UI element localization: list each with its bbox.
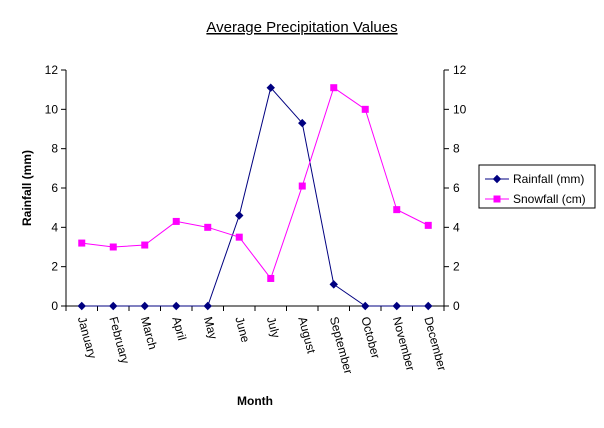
x-axis-title: Month	[237, 394, 273, 408]
left-y-tick-label: 0	[51, 299, 58, 313]
data-point	[140, 301, 149, 311]
data-point	[203, 301, 212, 311]
x-tick-label: May	[201, 315, 220, 341]
legend: Rainfall (mm) Snowfall (cm)	[478, 164, 596, 209]
data-point	[329, 280, 338, 289]
series-rainfall	[77, 83, 433, 311]
legend-label: Snowfall (cm)	[513, 192, 586, 206]
legend-label: Rainfall (mm)	[513, 172, 584, 186]
left-y-tick-label: 6	[51, 181, 58, 195]
data-point	[141, 241, 149, 249]
data-point	[298, 182, 306, 190]
data-point	[424, 221, 432, 229]
right-y-tick-label: 0	[453, 299, 460, 313]
series-layer	[77, 83, 433, 311]
x-ticks: January February March April May June July Augu…	[65, 306, 449, 375]
chart-title: Average Precipitation Values	[206, 19, 397, 36]
x-tick-label: December	[421, 315, 449, 372]
x-tick-label: October	[358, 315, 383, 360]
right-y-tick-label: 2	[453, 260, 460, 274]
data-point	[361, 105, 369, 113]
left-y-tick-label: 4	[51, 220, 58, 234]
x-tick-label: July	[264, 315, 283, 339]
data-point	[392, 301, 401, 311]
legend-marker	[492, 174, 502, 184]
series-line	[81, 86, 429, 280]
left-y-tick-label: 10	[45, 102, 59, 116]
right-y-tick-label: 12	[453, 63, 467, 77]
x-tick-label: April	[169, 315, 189, 342]
left-y-tick-label: 12	[45, 63, 59, 77]
right-y-tick-label: 4	[453, 220, 460, 234]
series-line	[81, 86, 429, 307]
data-point	[204, 223, 212, 231]
plot-area	[66, 70, 444, 306]
x-tick-label: March	[138, 315, 160, 351]
data-point	[267, 274, 275, 282]
right-y-tick-label: 6	[453, 181, 460, 195]
data-point	[235, 211, 244, 220]
series-snowfall	[78, 84, 432, 282]
right-y-tick-label: 10	[453, 102, 467, 116]
x-tick-label: February	[106, 315, 132, 365]
data-point	[109, 301, 118, 311]
x-tick-label: June	[232, 315, 252, 344]
data-point	[424, 301, 433, 311]
x-tick-label: September	[327, 315, 356, 375]
data-point	[393, 206, 401, 214]
left-y-tick-label: 2	[51, 260, 58, 274]
data-point	[109, 243, 117, 251]
data-point	[361, 301, 370, 311]
left-y-tick-label: 8	[51, 142, 58, 156]
data-point	[172, 301, 181, 311]
x-tick-label: November	[390, 315, 418, 372]
left-y-ticks: 0 2 4 6 8 10 12	[45, 63, 66, 313]
data-point	[235, 233, 243, 241]
x-tick-label: August	[295, 315, 318, 355]
y-axis-title: Rainfall (mm)	[20, 150, 34, 226]
x-tick-label: January	[75, 315, 100, 360]
right-y-ticks: 0 2 4 6 8 10 12	[444, 63, 467, 313]
right-y-tick-label: 8	[453, 142, 460, 156]
data-point	[77, 301, 86, 311]
data-point	[172, 217, 180, 225]
data-point	[330, 84, 338, 92]
data-point	[298, 118, 307, 128]
data-point	[78, 239, 86, 247]
data-point	[266, 83, 275, 92]
legend-marker	[493, 195, 501, 203]
